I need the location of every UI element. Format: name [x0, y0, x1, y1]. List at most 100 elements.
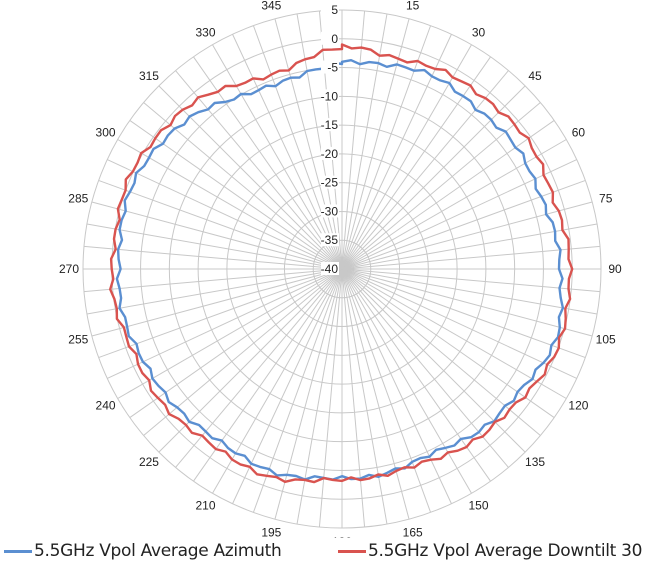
angle-tick-label: 180 — [332, 535, 352, 538]
grid-spoke — [107, 268, 343, 379]
grid-spoke — [341, 268, 541, 436]
grid-spoke — [341, 268, 555, 418]
grid-spoke — [341, 120, 555, 270]
angle-tick-label: 345 — [261, 0, 281, 12]
radial-label-bg — [321, 204, 339, 218]
grid-spoke — [341, 85, 526, 270]
grid-spoke — [175, 70, 343, 270]
grid-spoke — [341, 268, 491, 482]
grid-spoke — [341, 268, 567, 399]
radial-tick-label: 5 — [331, 3, 338, 17]
series-line-downtilt — [109, 43, 574, 484]
angle-tick-label: 330 — [195, 26, 215, 40]
angle-tick-label: 120 — [568, 399, 588, 413]
angle-tick-label: 225 — [139, 455, 159, 469]
grid-spoke — [341, 70, 509, 270]
grid-spoke — [341, 268, 586, 359]
angle-tick-label: 75 — [599, 191, 613, 205]
grid-spoke — [86, 223, 343, 270]
grid-spoke — [341, 268, 388, 525]
legend-label-downtilt: 5.5GHz Vpol Average Downtilt 30 — [368, 541, 643, 561]
radial-label-bg — [321, 146, 339, 160]
angle-tick-label: 285 — [68, 191, 88, 205]
angle-tick-label: 255 — [68, 333, 88, 347]
legend-swatch-azimuth — [4, 549, 32, 553]
legend-label-azimuth: 5.5GHz Vpol Average Azimuth — [34, 541, 282, 561]
grid-spoke — [341, 159, 577, 270]
grid-spoke — [175, 268, 343, 468]
radial-label-bg — [321, 118, 339, 132]
grid-spoke — [252, 25, 343, 270]
legend-item-downtilt: 5.5GHz Vpol Average Downtilt 30 — [338, 538, 642, 564]
grid-spoke — [341, 56, 491, 270]
radial-tick-label: -35 — [321, 233, 339, 247]
legend: 5.5GHz Vpol Average Azimuth 5.5GHz Vpol … — [0, 538, 667, 564]
radial-label-bg — [321, 233, 339, 247]
polar-chart: 0 15 30 45 60 75 90 105 120 135 150 165 180 195 210 225… — [59, 0, 622, 538]
grid-spoke — [341, 268, 366, 528]
grid-spoke — [274, 18, 343, 270]
grid-spoke — [296, 13, 343, 270]
radial-label-bg — [321, 31, 339, 45]
angle-tick-label: 105 — [596, 333, 616, 347]
grid-spoke — [318, 268, 343, 528]
grid-spoke — [274, 268, 343, 520]
grid-spoke — [83, 268, 343, 293]
grid-spoke — [91, 268, 343, 337]
angle-tick-label: 45 — [528, 69, 542, 83]
grid-spoke — [341, 268, 410, 520]
angle-tick-label: 60 — [572, 126, 586, 140]
polar-spokes — [83, 10, 601, 528]
legend-swatch-downtilt — [338, 549, 366, 553]
grid-spoke — [107, 159, 343, 270]
angle-tick-label: 195 — [261, 526, 281, 538]
angle-tick-label: 30 — [472, 26, 486, 40]
grid-spoke — [341, 25, 432, 270]
radial-tick-label: 0 — [331, 32, 338, 46]
angle-tick-label: 240 — [96, 399, 116, 413]
angle-tick-label: 165 — [403, 526, 423, 538]
grid-spoke — [341, 34, 452, 270]
angle-tick-labels: 0 15 30 45 60 75 90 105 120 135 150 165 180 195 210 225… — [59, 0, 622, 538]
radial-tick-label: -15 — [321, 118, 339, 132]
grid-spoke — [83, 245, 343, 270]
grid-spoke — [129, 120, 343, 270]
series-lines — [109, 43, 574, 484]
grid-spoke — [341, 18, 410, 270]
grid-spoke — [341, 268, 432, 513]
grid-spoke — [232, 268, 343, 504]
angle-tick-label: 135 — [525, 455, 545, 469]
grid-spoke — [341, 268, 472, 494]
grid-spoke — [98, 268, 343, 359]
grid-spoke — [193, 268, 343, 482]
grid-spoke — [341, 10, 366, 270]
grid-spoke — [341, 268, 509, 468]
grid-spoke — [143, 102, 343, 270]
radial-tick-label: -40 — [321, 262, 339, 276]
radial-label-bg — [321, 60, 339, 74]
grid-spoke — [91, 201, 343, 270]
radial-label-bg — [321, 175, 339, 189]
angle-tick-label: 300 — [96, 126, 116, 140]
angle-tick-label: 315 — [139, 69, 159, 83]
radial-label-bg — [321, 3, 339, 16]
radial-tick-label: -20 — [321, 147, 339, 161]
angle-tick-label: 0 — [339, 0, 346, 3]
grid-spoke — [341, 245, 601, 270]
radial-label-bg — [321, 89, 339, 103]
angle-tick-label: 90 — [608, 262, 622, 276]
grid-spoke — [117, 139, 343, 270]
grid-spoke — [341, 268, 577, 379]
angle-tick-label: 270 — [59, 262, 79, 276]
grid-spoke — [86, 268, 343, 315]
radial-tick-labels: -40 -35 -30 -25 -20 -15 -10 -5 0 5 — [321, 3, 339, 276]
radial-tick-label: -5 — [327, 61, 338, 75]
series-line-azimuth — [115, 59, 565, 481]
grid-spoke — [232, 34, 343, 270]
grid-spoke — [341, 268, 601, 293]
grid-spoke — [296, 268, 343, 525]
grid-spoke — [341, 268, 598, 315]
grid-spoke — [341, 268, 593, 337]
grid-spoke — [212, 268, 343, 494]
radial-tick-label: -25 — [321, 176, 339, 190]
